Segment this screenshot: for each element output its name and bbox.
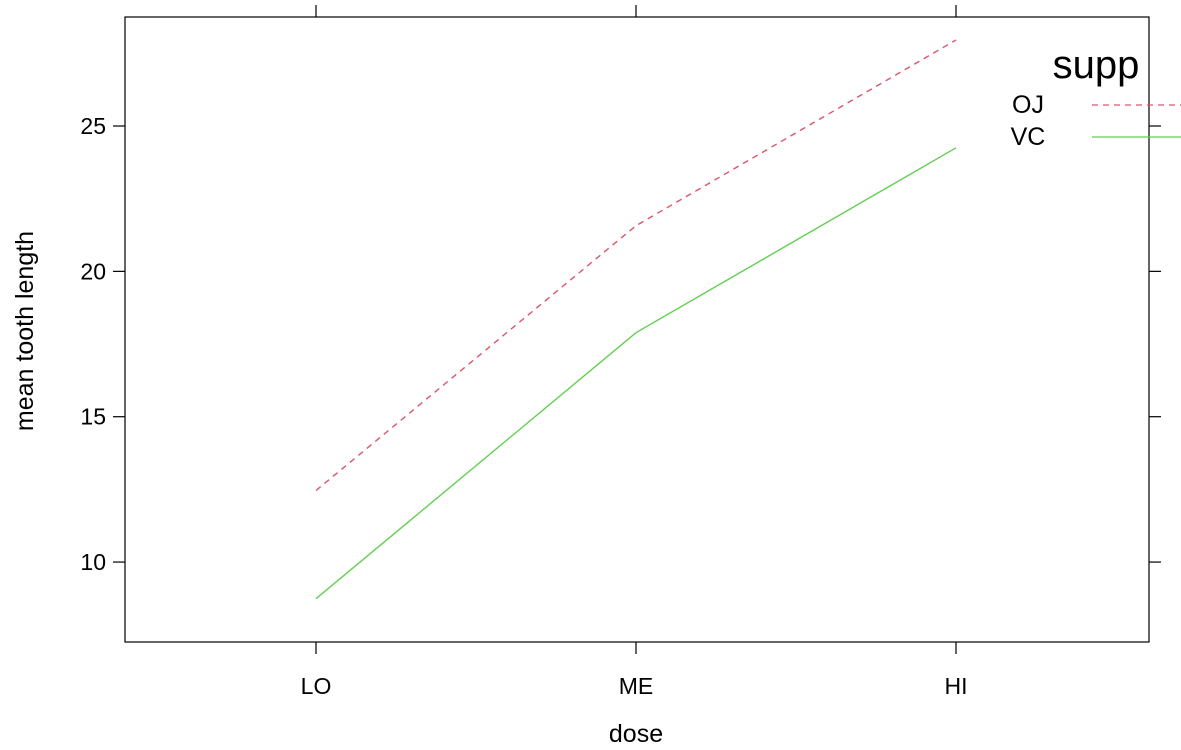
series-lines bbox=[315, 39, 957, 600]
x-tick-label: LO bbox=[301, 673, 332, 699]
x-tick-label: ME bbox=[619, 673, 654, 699]
axes: LO ME HI 10 15 20 25 bbox=[80, 5, 1161, 699]
x-axis-label: dose bbox=[609, 720, 663, 748]
y-tick-label: 10 bbox=[80, 549, 106, 575]
y-tick-label: 20 bbox=[80, 258, 106, 284]
legend-label-oj: OJ bbox=[1012, 91, 1044, 119]
y-tick-label: 15 bbox=[80, 404, 106, 430]
legend-label-vc: VC bbox=[1011, 123, 1046, 151]
series-line-vc bbox=[315, 147, 957, 600]
x-tick-label: HI bbox=[945, 673, 968, 699]
series-line-oj bbox=[315, 39, 957, 492]
legend: supp OJ VC bbox=[1011, 43, 1181, 151]
legend-title: supp bbox=[1053, 43, 1140, 87]
plot-frame bbox=[124, 16, 1150, 643]
y-axis-label: mean tooth length bbox=[11, 231, 39, 431]
y-tick-label: 25 bbox=[80, 113, 106, 139]
